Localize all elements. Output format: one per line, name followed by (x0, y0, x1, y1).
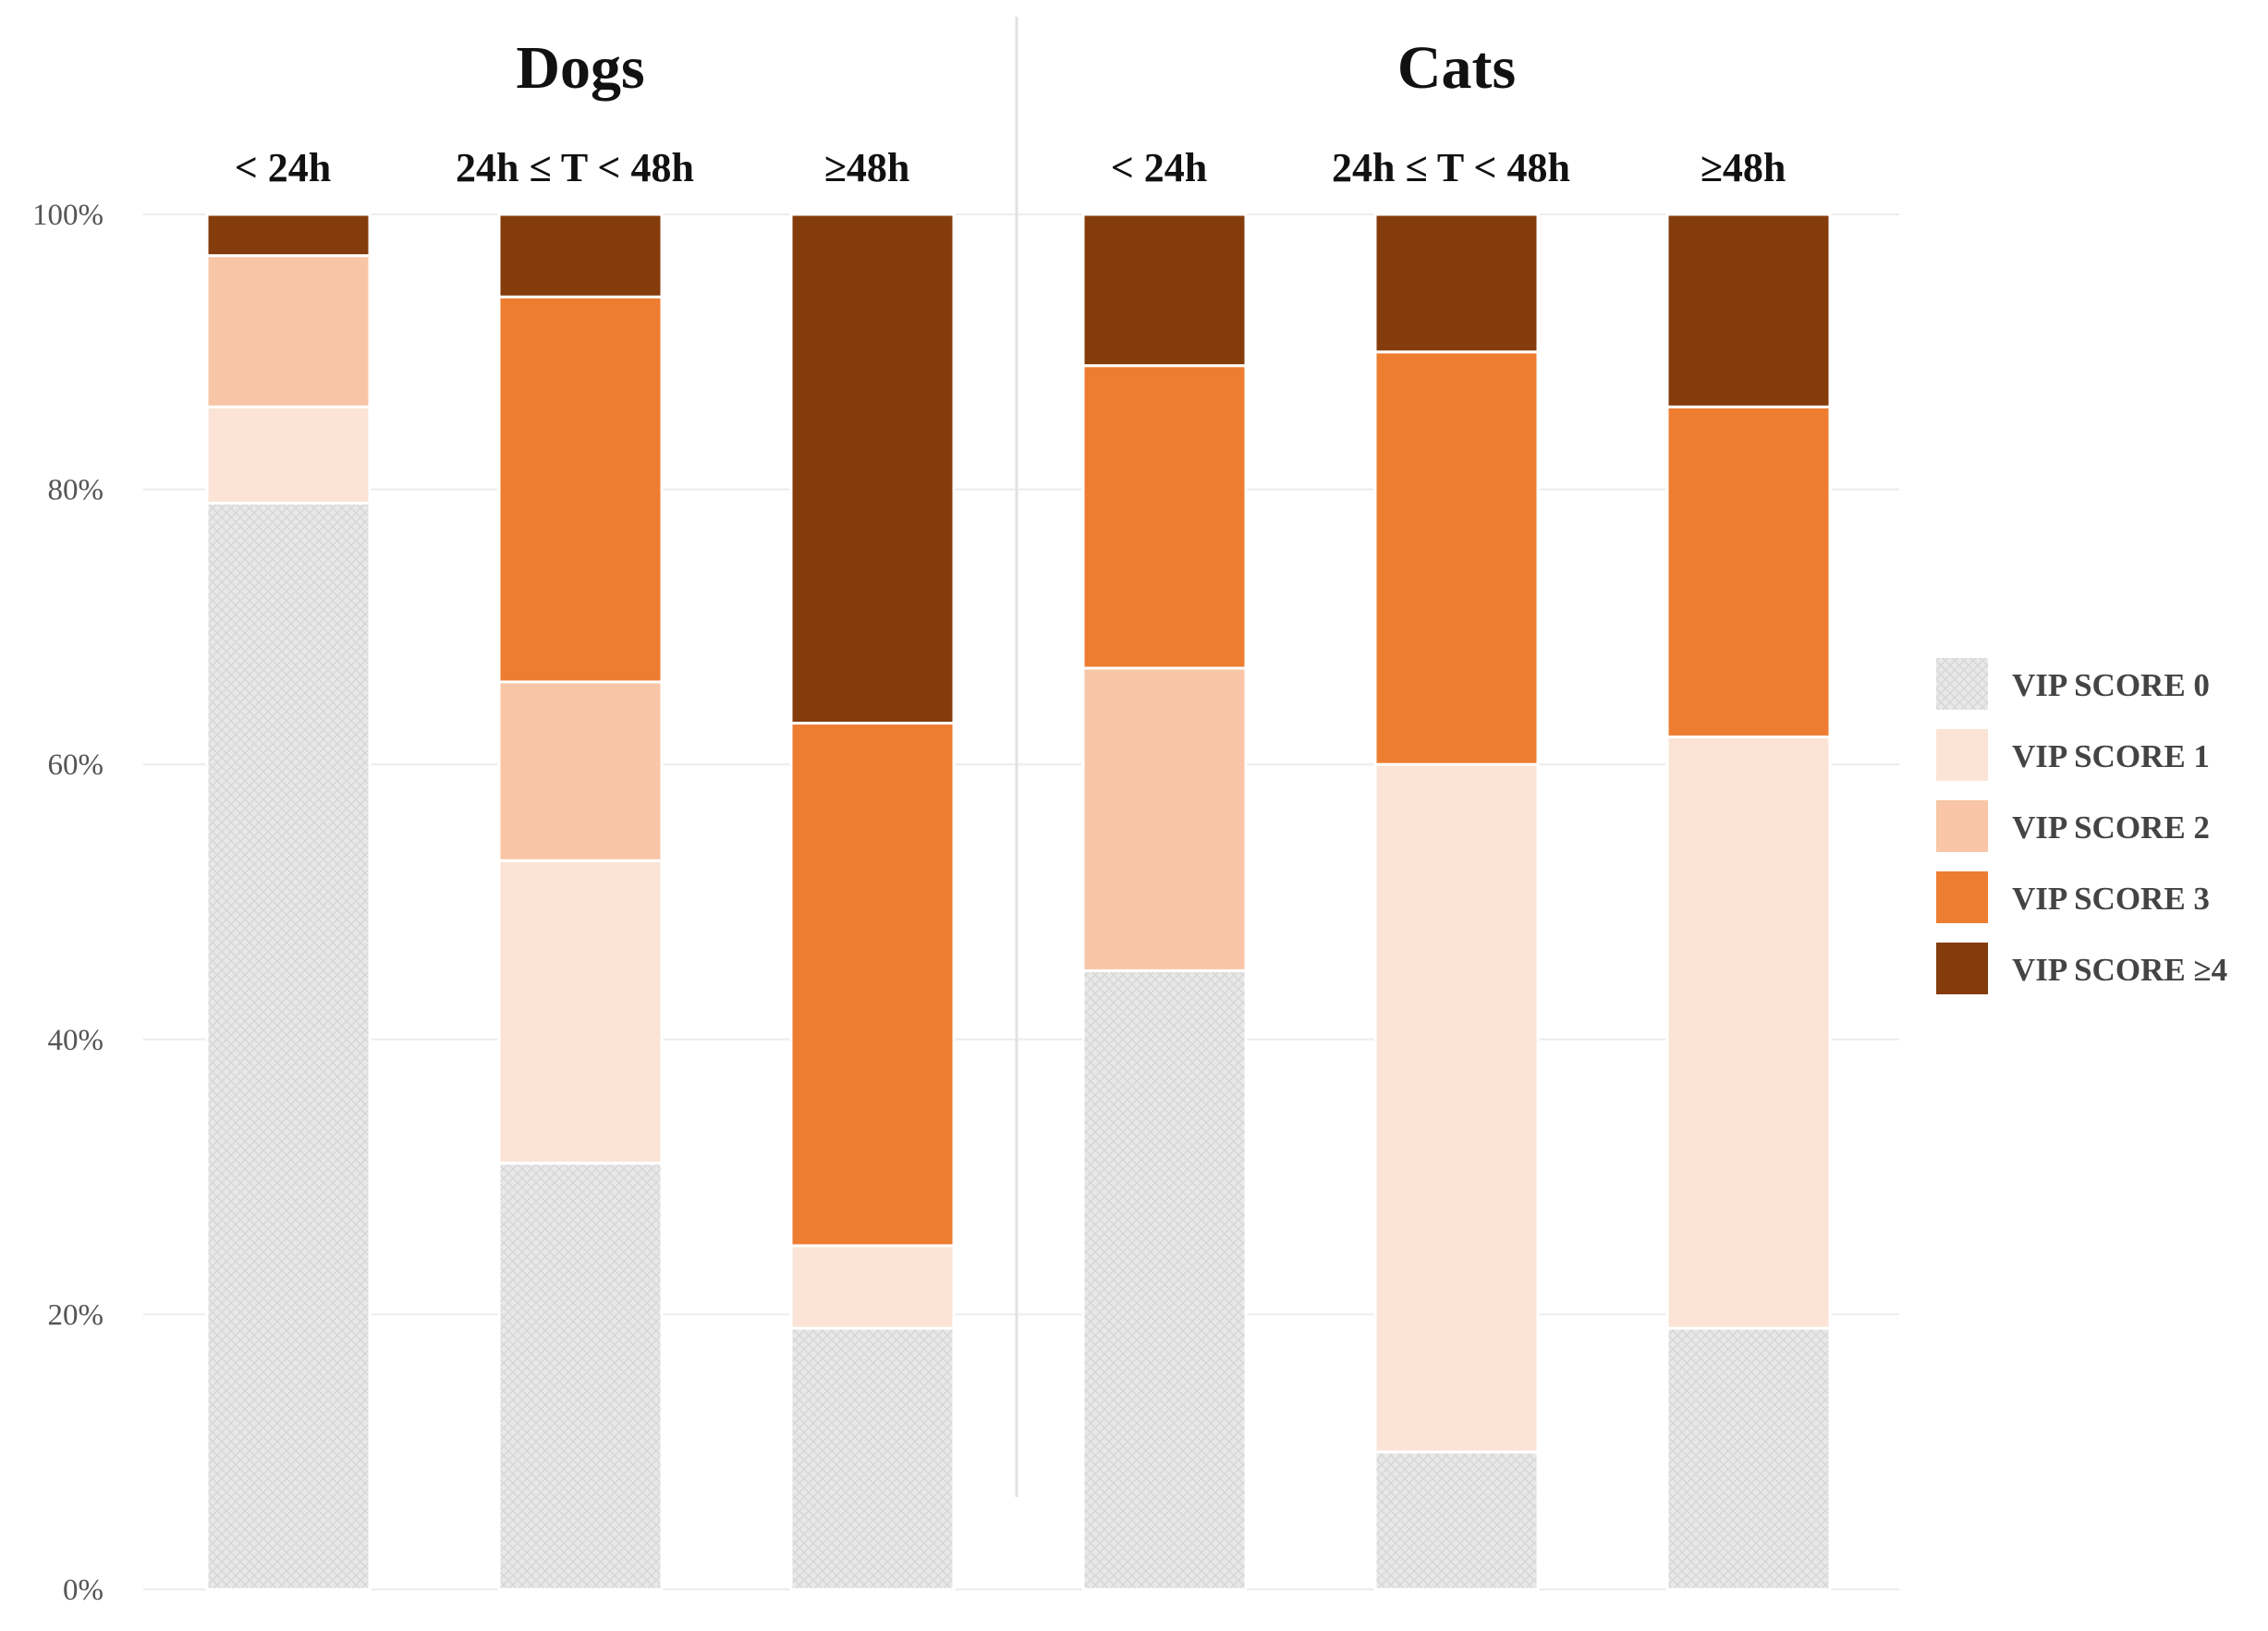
legend-label: VIP SCORE 1 (2012, 738, 2210, 774)
bars (205, 213, 1832, 1591)
bar-segment-vip-score-3-3 (1081, 364, 1248, 670)
bar-segment-vip-score-4-0 (205, 213, 372, 258)
bar-segment-vip-score-4-5 (1665, 213, 1832, 408)
bar-segment-vip-score-1-1 (497, 858, 664, 1165)
bar-segment-vip-score-4-1 (497, 213, 664, 298)
bar-segment-vip-score-0-1 (497, 1162, 664, 1591)
legend-label: VIP SCORE ≥4 (2012, 952, 2227, 988)
legend-swatch (1936, 729, 1988, 781)
bar-segment-vip-score-0-4 (1373, 1450, 1540, 1591)
category-labels: < 24h 24h ≤ T < 48h ≥48h < 24h 24h ≤ T < 48h… (235, 145, 1786, 190)
group-title-cats: Cats (1397, 34, 1516, 102)
bar-segment-vip-score-1-0 (205, 405, 372, 505)
y-tick-label: 0% (63, 1574, 104, 1607)
bar-segment-vip-score-1-2 (789, 1244, 956, 1330)
bar-segment-vip-score-4-2 (789, 213, 956, 725)
y-tick-label: 80% (48, 474, 104, 507)
bar-segment-vip-score-3-5 (1665, 405, 1832, 738)
bar-segment-vip-score-0-2 (789, 1326, 956, 1591)
bar-segment-vip-score-1-5 (1665, 735, 1832, 1330)
bar-segment-vip-score-2-3 (1081, 666, 1248, 972)
bar-segment-vip-score-1-4 (1373, 762, 1540, 1454)
legend-label: VIP SCORE 3 (2012, 881, 2210, 917)
bar-segment-vip-score-0-5 (1665, 1326, 1832, 1591)
bar-segment-vip-score-4-4 (1373, 213, 1540, 354)
y-tick-label: 60% (48, 749, 104, 782)
gridlines (143, 213, 1899, 1590)
bar-segment-vip-score-3-4 (1373, 350, 1540, 766)
group-title-dogs: Dogs (516, 34, 644, 102)
bar-segment-vip-score-3-2 (789, 722, 956, 1248)
bar-segment-vip-score-2-0 (205, 254, 372, 408)
category-label: < 24h (1111, 145, 1208, 190)
y-tick-label: 40% (48, 1024, 104, 1057)
legend: VIP SCORE 0 VIP SCORE 1 VIP SCORE 2 VIP SCO… (1936, 658, 2227, 994)
bar-segment-vip-score-3-1 (497, 295, 664, 684)
y-tick-label: 100% (32, 199, 104, 232)
category-label: < 24h (235, 145, 332, 190)
bar-segment-vip-score-0-0 (205, 501, 372, 1591)
legend-swatch (1936, 800, 1988, 852)
category-label: 24h ≤ T < 48h (1332, 145, 1570, 190)
legend-swatch (1936, 658, 1988, 710)
legend-swatch (1936, 871, 1988, 923)
bar-segment-vip-score-0-3 (1081, 968, 1248, 1591)
category-label: ≥48h (1701, 145, 1786, 190)
bar-segment-vip-score-2-1 (497, 680, 664, 862)
bar-segment-vip-score-4-3 (1081, 213, 1248, 368)
y-tick-label: 20% (48, 1298, 104, 1332)
y-axis: 0% 20% 40% 60% 80% 100% (32, 199, 104, 1607)
legend-swatch (1936, 943, 1988, 994)
legend-label: VIP SCORE 0 (2012, 667, 2210, 703)
group-titles: Dogs Cats (516, 34, 1516, 102)
legend-label: VIP SCORE 2 (2012, 809, 2210, 846)
category-label: 24h ≤ T < 48h (456, 145, 694, 190)
category-label: ≥48h (824, 145, 910, 190)
